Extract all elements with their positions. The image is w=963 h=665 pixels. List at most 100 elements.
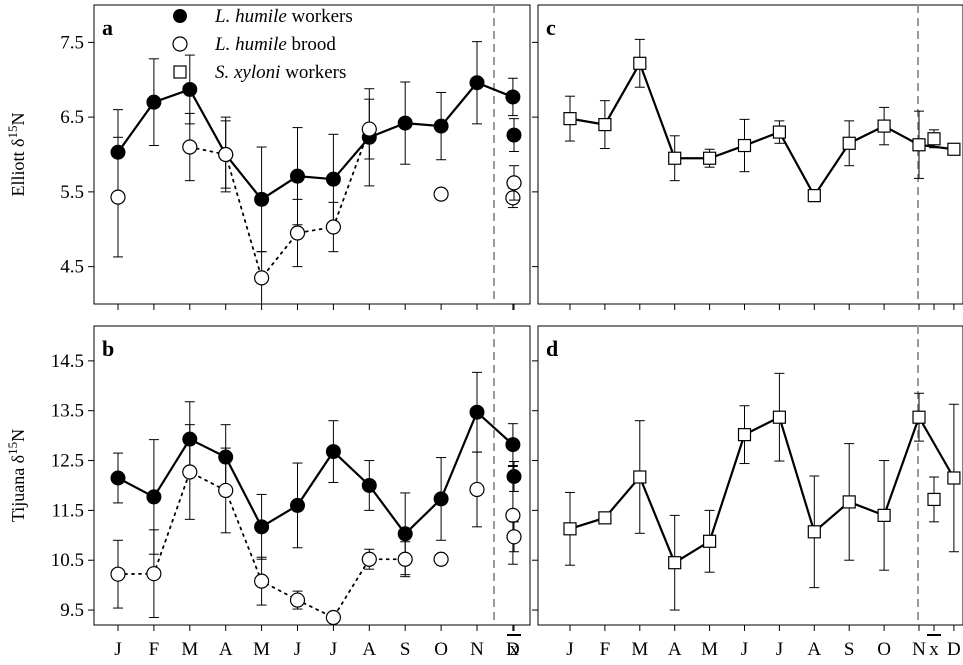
mean-point [506,529,522,545]
legend-label: L. humile brood [214,34,336,55]
x-tick-label: F [149,639,160,660]
data-point [254,573,270,589]
x-tick-label: J [330,639,337,660]
data-point [146,489,162,505]
data-point [563,112,577,126]
x-tick-label: J [566,639,573,660]
data-point [912,410,926,424]
data-point [807,525,821,539]
data-point [877,508,891,522]
panel-letter: a [102,15,113,40]
y-tick-label: 13.5 [51,401,84,422]
x-tick-label: O [877,639,891,660]
x-tick-label: O [434,639,448,660]
data-point [110,566,126,582]
panel-letter: d [546,336,558,361]
series-line [117,410,514,536]
data-point [668,556,682,570]
x-tick-label: D [506,639,520,660]
data-point [505,437,521,453]
data-point [182,464,198,480]
series-open-circle [110,424,522,626]
panel-frame [537,4,963,305]
data-point [325,171,341,187]
data-point [737,138,752,153]
data-point [947,142,961,156]
data-point [397,551,413,567]
data-point [289,225,306,241]
panel-c: c [532,4,963,310]
data-point [254,191,270,207]
data-point [505,89,521,105]
data-point [361,477,377,493]
data-point [397,115,413,131]
series-line [569,414,955,565]
x-tick-label: M [181,639,198,660]
x-tick-label: F [600,639,611,660]
data-point [469,481,485,498]
y-tick-label: 7.5 [60,32,84,53]
data-point [110,470,126,486]
data-point [505,507,521,523]
panel-letter: c [546,15,556,40]
y-tick-label: 11.5 [51,500,84,521]
data-point [598,117,612,132]
data-point [182,139,198,155]
y-tick-label: 6.5 [60,107,84,128]
legend-label: S. xyloni workers [215,62,346,83]
series-open-circle [110,98,522,305]
x-tick-label: S [400,639,411,660]
series-line [117,81,514,201]
data-point [182,81,198,97]
data-point [877,119,891,133]
data-point [947,471,961,485]
data-point [772,410,787,424]
data-point [668,151,682,165]
x-tick-label: S [844,639,855,660]
panel-a: a 4.5 5.5 6.5 7.5 Elliott δ15N [5,4,531,310]
y-tick-label: 10.5 [51,550,84,571]
x-tick-label: J [776,639,783,660]
x-tick-label: J [114,639,121,660]
panel-d: dJ F M A M J J A S O N Dx [532,325,963,660]
legend-label: L. humile workers [214,6,353,27]
data-point [325,219,341,235]
y-tick-label: 9.5 [60,600,84,621]
x-tick-label: A [807,639,821,660]
data-point [289,592,306,608]
data-point [633,470,647,484]
legend: L. humile workers L. humile brood S. xylon… [172,6,353,83]
series-line [188,128,371,280]
y-tick-label: 4.5 [60,257,84,278]
data-point [842,495,856,509]
data-point [433,491,449,507]
x-tick-label-mean: x [509,639,519,660]
data-point [469,75,485,91]
series-open-square [563,372,961,611]
y-tick-label: 5.5 [60,182,84,203]
data-point [433,186,449,202]
legend-marker [172,36,188,52]
data-point [633,56,647,70]
data-point [397,526,413,542]
data-point [702,151,717,165]
data-point [361,121,377,137]
x-tick-label: N [912,639,926,660]
mean-point [506,468,522,484]
series-open-square [563,38,961,203]
data-point [361,551,377,567]
data-point [772,125,787,139]
panel-frame [93,4,531,305]
data-point [218,146,234,163]
data-point [146,94,162,110]
legend-marker [173,9,187,23]
mean-point [506,127,522,143]
y-tick-label: 14.5 [51,351,84,372]
data-point [598,511,612,525]
data-point [469,404,485,420]
data-point [912,138,926,152]
y-tick-label: 12.5 [51,451,84,472]
data-point [807,189,821,203]
